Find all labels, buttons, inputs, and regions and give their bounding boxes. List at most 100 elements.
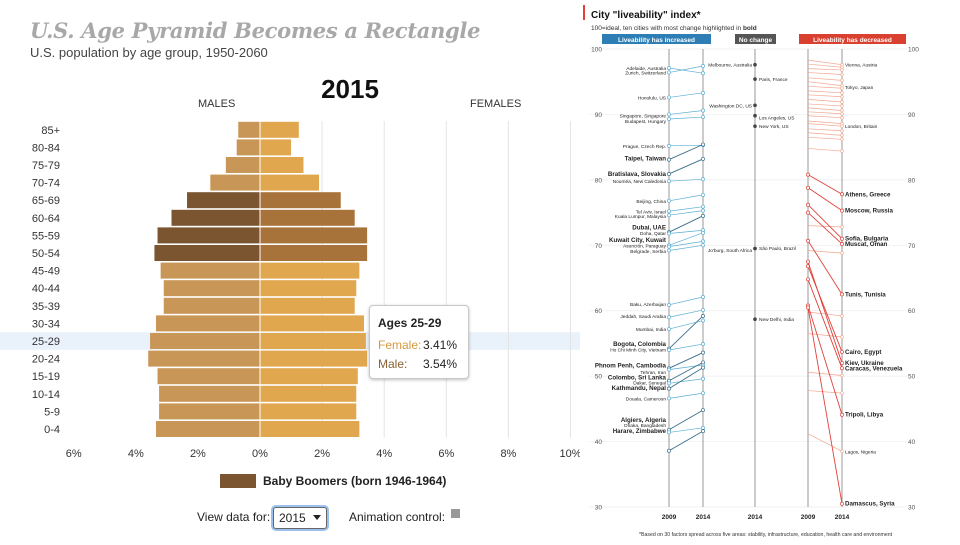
decrease-line-light [807, 123, 843, 127]
data-point-2014 [701, 64, 705, 68]
data-point-2014 [701, 425, 705, 430]
city-label: Asunción, Paraguay [623, 243, 667, 249]
x-tick-label: 6% [438, 448, 454, 460]
no-change-point [753, 62, 757, 67]
y-tick-label-right: 100 [908, 47, 919, 54]
data-point-2014 [701, 308, 705, 313]
city-label: Kathmandu, Nepal [612, 385, 667, 392]
chevron-down-icon [313, 515, 321, 520]
female-bar [260, 297, 355, 314]
decrease-line-light [807, 225, 843, 228]
liveability-panel: City "liveability" index* 100=ideal, ten… [583, 0, 960, 540]
data-point-2014 [701, 192, 705, 197]
females-label: FEMALES [470, 98, 522, 110]
city-label: Tokyo, Japan [845, 85, 874, 91]
city-label: Tripoli, Libya [845, 412, 884, 419]
city-label: Budapest, Hungary [625, 119, 667, 125]
y-tick-label-right: 60 [908, 308, 916, 315]
data-point-2009 [667, 430, 671, 435]
decrease-line [807, 307, 843, 504]
female-bar [260, 350, 368, 367]
male-bar [157, 227, 260, 244]
data-point-2009 [667, 327, 671, 331]
data-point-2014 [701, 108, 705, 113]
data-point-2009 [667, 66, 671, 70]
female-bar [260, 245, 368, 261]
decrease-line-light [807, 250, 843, 254]
data-point-2009 [667, 117, 671, 121]
city-label: Dakar, Senegal [633, 381, 666, 387]
decrease-line-light [807, 68, 843, 71]
city-label: Dhaka, Bangladesh [624, 423, 666, 429]
data-point-2014 [840, 72, 844, 77]
age-tick-label: 5-9 [44, 406, 60, 418]
x-axis-year-label: 2009 [801, 514, 816, 521]
city-label: Kuwait City, Kuwait [609, 237, 666, 244]
data-point-2009 [806, 172, 810, 177]
data-point-2014 [701, 90, 705, 95]
city-label: Phnom Penh, Cambodia [595, 363, 667, 370]
city-label: Melbourne, Australia [708, 63, 752, 69]
data-point-2014 [840, 104, 844, 108]
age-tick-label: 0-4 [44, 424, 60, 436]
data-point-2014 [701, 208, 705, 213]
decrease-line-light [807, 333, 843, 338]
data-point-2009 [667, 95, 671, 100]
data-point-2009 [667, 213, 671, 218]
data-point-2014 [840, 292, 844, 297]
data-point-2014 [840, 391, 844, 395]
female-bar [260, 421, 360, 437]
data-point-2009 [806, 305, 810, 310]
data-point-2014 [840, 137, 844, 141]
data-point-2014 [840, 335, 844, 339]
data-point-2014 [701, 408, 705, 413]
liveability-subtitle-bold: bold [743, 25, 757, 32]
data-point-2014 [701, 313, 705, 318]
column-header-label: Liveability has increased [618, 37, 695, 44]
liveability-chart: City "liveability" index* 100=ideal, ten… [583, 5, 919, 538]
female-bar [260, 403, 357, 420]
female-bar [260, 262, 360, 279]
year-select[interactable]: 2015 [273, 507, 327, 529]
data-point-2014 [840, 192, 844, 197]
decrease-line-light [807, 111, 843, 115]
age-tick-label: 10-14 [32, 389, 60, 401]
increase-line [668, 65, 704, 73]
city-label: Adelaide, Australia [626, 66, 666, 72]
age-tick-label: 60-64 [32, 213, 60, 225]
data-point-2009 [667, 209, 671, 214]
female-bar [260, 157, 304, 173]
city-label: Muscat, Oman [845, 241, 888, 248]
decrease-line [807, 261, 843, 364]
city-label: Washington DC, US [709, 103, 752, 109]
increase-line [668, 427, 704, 433]
increase-line [668, 178, 704, 182]
city-label: Jo'burg, South Africa [708, 248, 752, 254]
play-icon[interactable] [451, 509, 460, 518]
decrease-line [807, 240, 843, 295]
data-point-2014 [701, 360, 705, 365]
male-bar [210, 174, 260, 191]
x-tick-label: 2% [190, 448, 206, 460]
male-bar [171, 209, 260, 226]
city-label: Moscow, Russia [845, 208, 893, 215]
data-point-2014 [840, 86, 844, 90]
city-label: Mumbai, India [636, 327, 666, 333]
x-tick-label: 2% [314, 448, 330, 460]
data-point-2009 [667, 367, 671, 372]
decrease-line-light [807, 115, 843, 119]
data-point-2014 [701, 243, 705, 248]
tooltip-male-label: Male: [378, 357, 408, 371]
increase-line [668, 144, 704, 147]
data-point-2014 [840, 124, 844, 128]
data-point-2014 [701, 318, 705, 323]
column-header-label: No change [739, 37, 773, 44]
data-point-2014 [840, 412, 844, 417]
city-label: Jeddah, Saudi Arabia [620, 314, 666, 320]
column-header [602, 34, 711, 44]
increase-line [668, 241, 704, 247]
liveability-title: City "liveability" index* [591, 10, 701, 21]
female-bar [260, 121, 299, 138]
city-label: Beijing, China [636, 199, 666, 205]
decrease-line-light [807, 94, 843, 98]
